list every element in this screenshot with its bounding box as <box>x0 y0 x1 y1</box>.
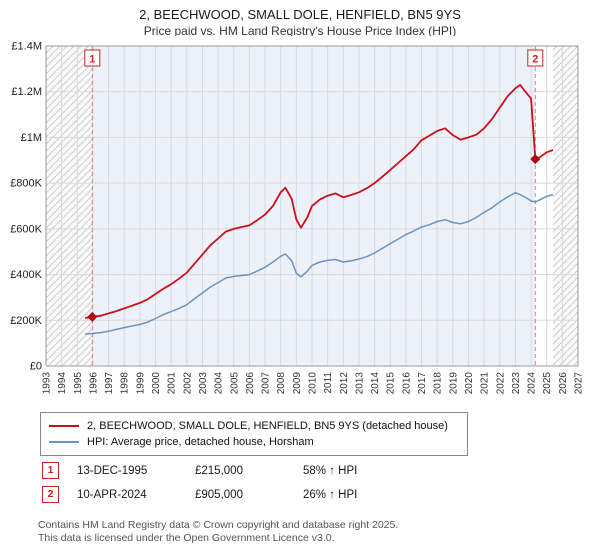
y-axis-label: £1.2M <box>11 86 42 98</box>
price-paid-line <box>84 84 554 319</box>
x-axis-label: 2009 <box>292 372 303 395</box>
y-axis-label: £0 <box>30 361 42 373</box>
hatched-region <box>552 46 578 366</box>
x-axis-label: 1999 <box>135 372 146 395</box>
x-axis-label: 2007 <box>261 372 272 395</box>
footer-line-2: This data is licensed under the Open Gov… <box>38 532 335 544</box>
legend-item-hpi: HPI: Average price, detached house, Hors… <box>49 434 459 450</box>
x-axis-label: 2010 <box>308 372 319 395</box>
x-axis-label: 2025 <box>542 372 553 395</box>
page-title: 2, BEECHWOOD, SMALL DOLE, HENFIELD, BN5 … <box>139 7 461 22</box>
transaction-1-hpi-delta: 58% ↑ HPI <box>303 464 358 477</box>
y-axis-label: £1.4M <box>11 41 42 53</box>
sale-flag-number-2: 2 <box>532 54 538 66</box>
transaction-1-marker: 1 <box>42 462 59 479</box>
x-axis-label: 2024 <box>527 372 538 395</box>
sale-marker-diamond-1 <box>87 311 98 322</box>
x-axis-label: 2018 <box>433 372 444 395</box>
x-axis-label: 1995 <box>73 372 84 395</box>
x-axis-label: 2005 <box>229 372 240 395</box>
sale-marker-diamond-2 <box>530 154 541 165</box>
transaction-1-price: £215,000 <box>195 464 243 477</box>
x-axis-label: 1998 <box>120 372 131 395</box>
copyright-footer: Contains HM Land Registry data © Crown c… <box>38 519 398 545</box>
footer-line-1: Contains HM Land Registry data © Crown c… <box>38 519 399 531</box>
y-axis-label: £200K <box>10 315 42 327</box>
y-axis-label: £400K <box>10 269 42 281</box>
x-axis-label: 1997 <box>104 372 115 395</box>
x-axis-label: 2026 <box>558 372 569 395</box>
x-axis-label: 2016 <box>401 372 412 395</box>
price-history-chart: 1 2 £0 £200K £400K £600K £800K £1M £1.2M £1.4M 199… <box>0 36 600 404</box>
price-series-swatch <box>49 425 79 427</box>
x-axis-label: 2001 <box>167 372 178 395</box>
y-axis-label: £600K <box>10 223 42 235</box>
legend-label-hpi: HPI: Average price, detached house, Hors… <box>87 436 314 448</box>
transaction-2-price: £905,000 <box>195 488 243 501</box>
legend-label-price: 2, BEECHWOOD, SMALL DOLE, HENFIELD, BN5 … <box>87 420 448 432</box>
x-axis-label: 2003 <box>198 372 209 395</box>
plot-border <box>45 45 579 367</box>
x-axis-label: 2014 <box>370 372 381 395</box>
transaction-1-date: 13-DEC-1995 <box>77 464 148 477</box>
x-axis-label: 2004 <box>214 372 225 395</box>
y-axis-label: £800K <box>10 178 42 190</box>
sale-flag-box-1 <box>84 49 101 67</box>
hpi-series-swatch <box>49 441 79 443</box>
x-axis-label: 2015 <box>386 372 397 395</box>
x-axis-label: 2017 <box>417 372 428 395</box>
transaction-2-hpi-delta: 26% ↑ HPI <box>303 488 358 501</box>
x-axis-label: 2000 <box>151 372 162 395</box>
x-axis-label: 2013 <box>354 372 365 395</box>
x-axis-label: 2008 <box>276 372 287 395</box>
x-axis-label: 2022 <box>495 372 506 395</box>
x-axis-label: 1994 <box>57 372 68 395</box>
x-axis-label: 2020 <box>464 372 475 395</box>
page-subtitle: Price paid vs. HM Land Registry's House … <box>143 24 457 38</box>
hpi-line <box>85 191 554 335</box>
x-axis-label: 2021 <box>480 372 491 395</box>
x-axis-label: 1996 <box>88 372 99 395</box>
ownership-region <box>92 46 536 366</box>
x-axis-label: 2002 <box>182 372 193 395</box>
transaction-row-1: 1 13-DEC-1995 £215,000 58% ↑ HPI <box>42 462 357 479</box>
legend-item-price: 2, BEECHWOOD, SMALL DOLE, HENFIELD, BN5 … <box>49 418 459 434</box>
x-axis-label: 2027 <box>574 372 585 395</box>
x-axis-label: 2011 <box>323 372 334 394</box>
transaction-row-2: 2 10-APR-2024 £905,000 26% ↑ HPI <box>42 486 357 503</box>
sale-flag-number-1: 1 <box>89 54 95 66</box>
chart-legend: 2, BEECHWOOD, SMALL DOLE, HENFIELD, BN5 … <box>40 412 468 456</box>
x-axis-label: 2023 <box>511 372 522 395</box>
sale-flag-box-2 <box>527 49 544 67</box>
x-axis-label: 2019 <box>448 372 459 395</box>
ownership-region <box>535 46 553 366</box>
x-axis-label: 2012 <box>339 372 350 395</box>
transaction-2-marker: 2 <box>42 486 59 503</box>
hatched-region <box>46 46 93 366</box>
transaction-2-date: 10-APR-2024 <box>77 488 147 501</box>
x-axis-label: 1993 <box>42 372 53 395</box>
x-axis-label: 2006 <box>245 372 256 395</box>
y-axis-label: £1M <box>21 132 42 144</box>
